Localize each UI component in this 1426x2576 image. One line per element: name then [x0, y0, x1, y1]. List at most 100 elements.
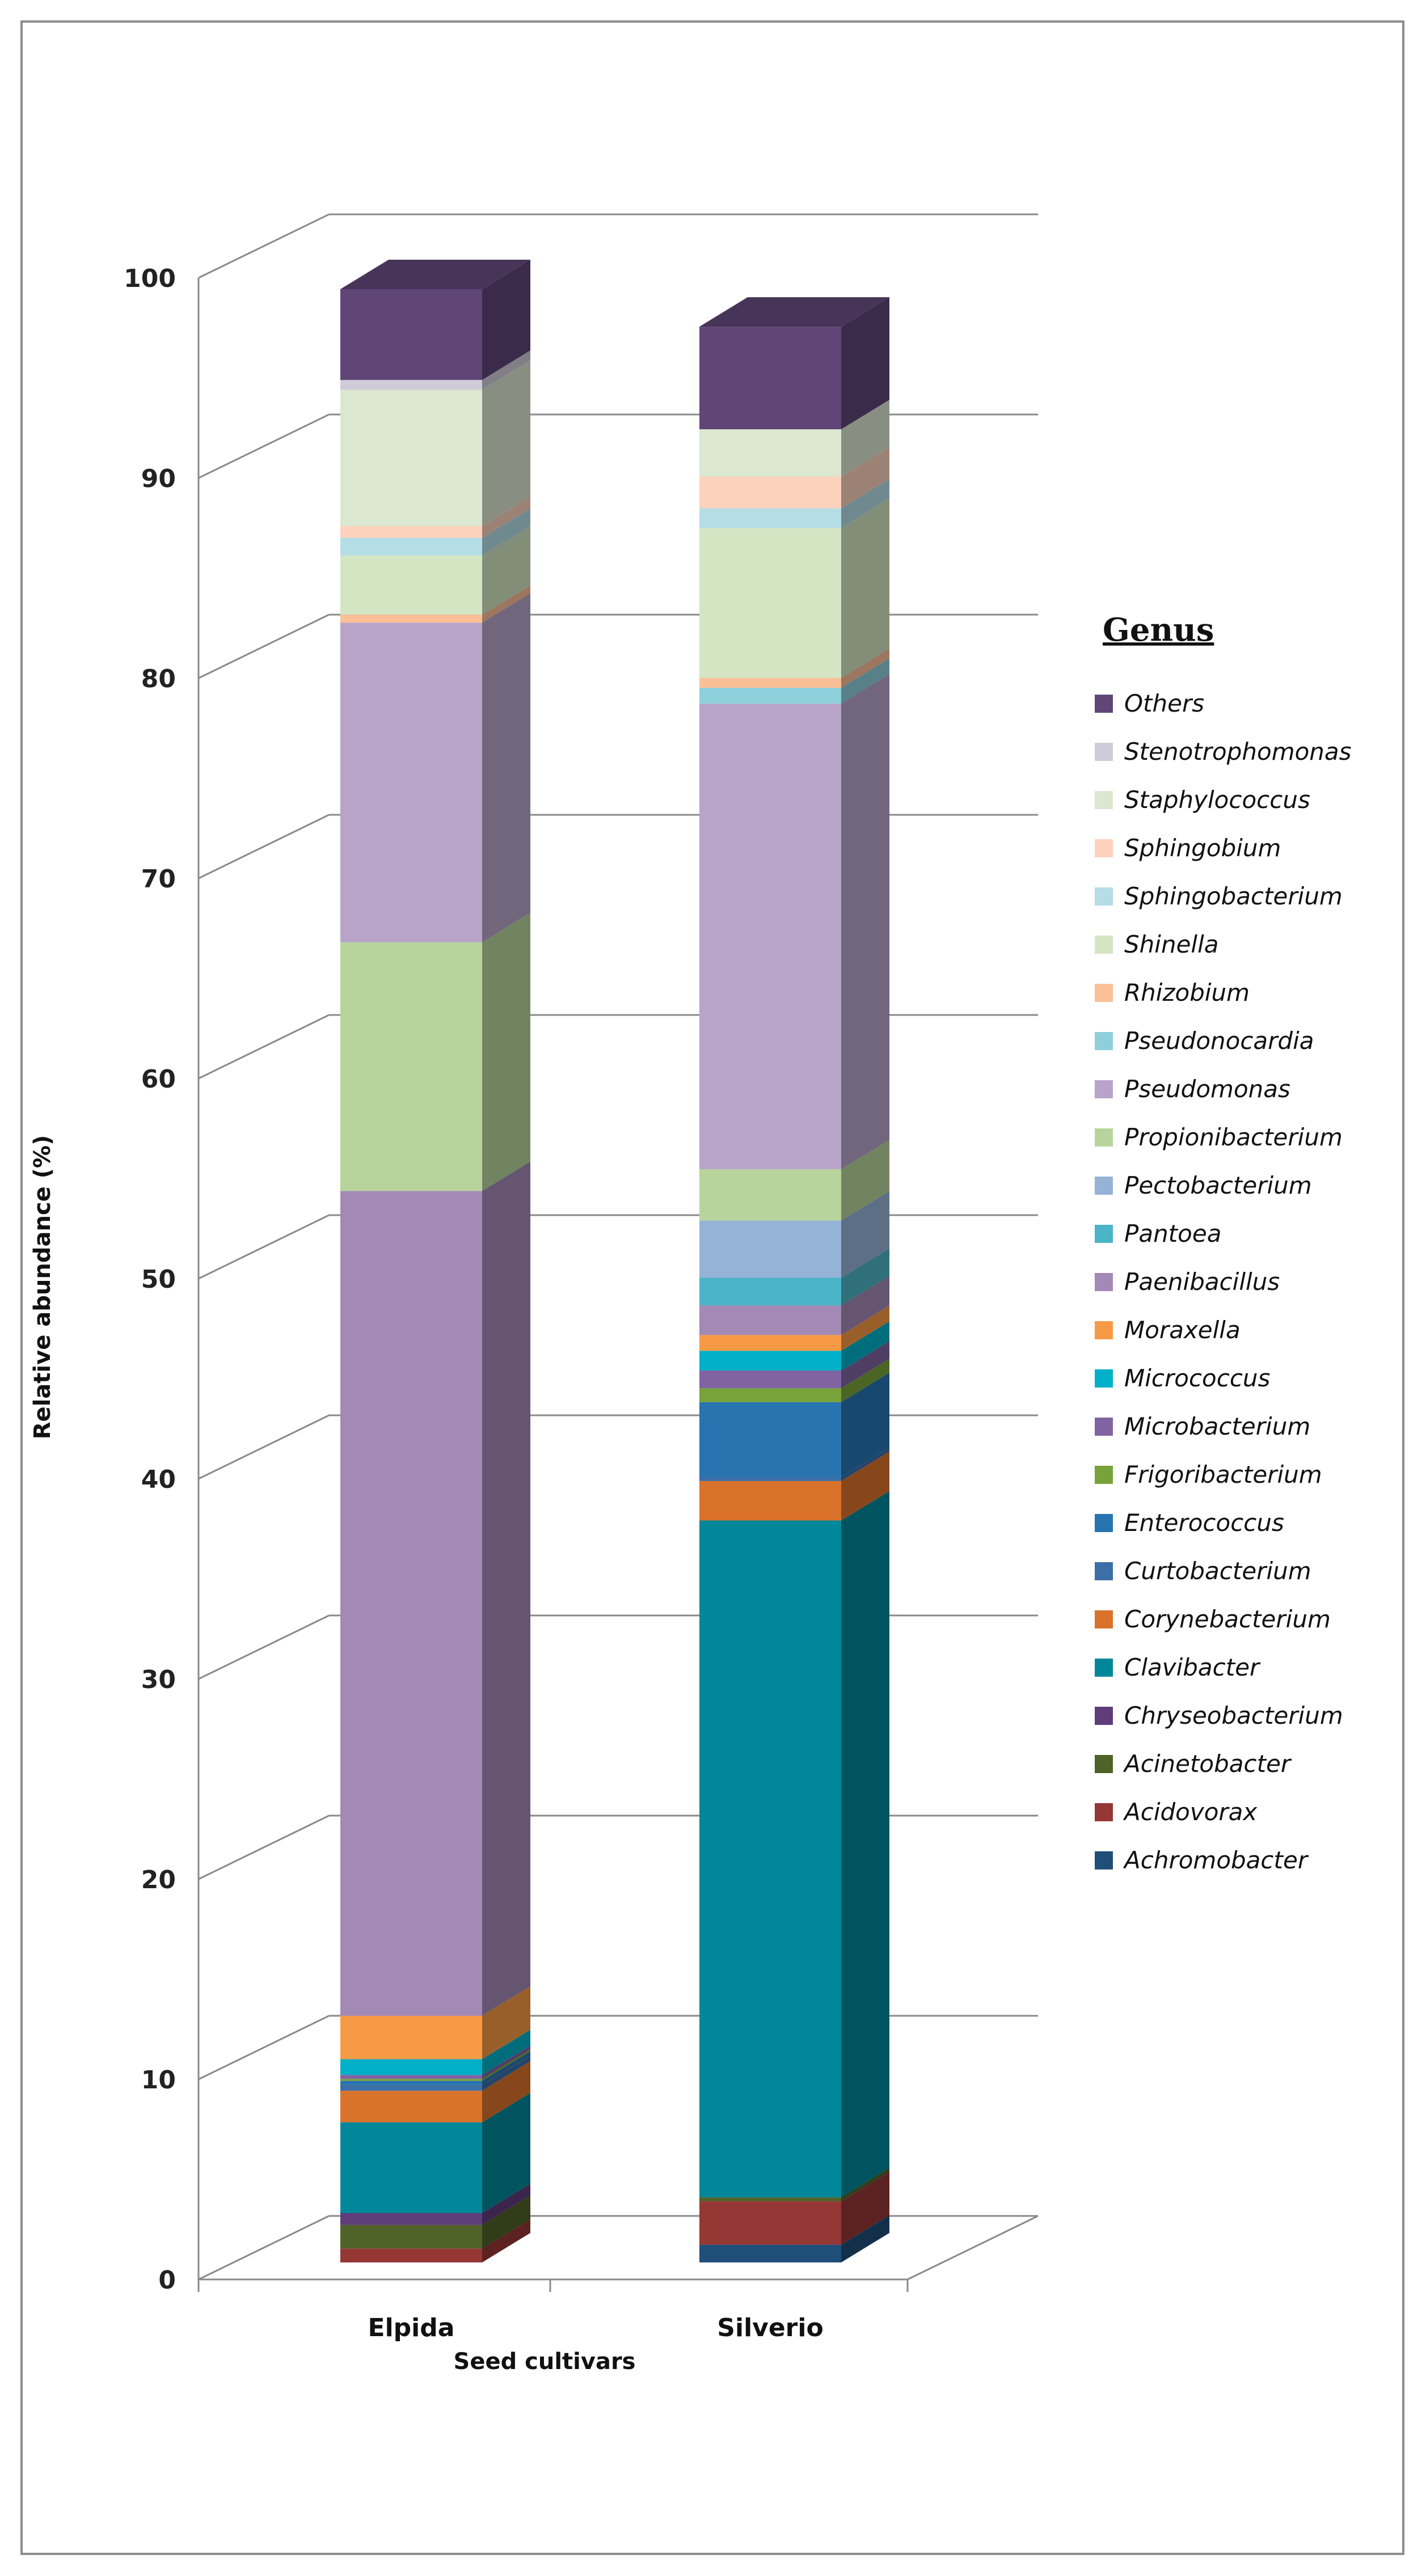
bar-side-clavibacter-silverio	[841, 1491, 889, 2198]
bar-side-clavibacter-elpida	[482, 2092, 530, 2213]
legend-swatch-enterococcus	[1095, 1514, 1113, 1532]
legend-label-shinella: Shinella	[1124, 930, 1218, 958]
legend-label-clavibacter: Clavibacter	[1124, 1653, 1261, 1681]
bar-side-enterococcus-elpida	[482, 2051, 530, 2085]
x-axis-title: Seed cultivars	[454, 2349, 636, 2375]
legend-swatch-microbacterium	[1095, 1418, 1113, 1436]
bar-side-paenibacillus-elpida	[482, 1161, 530, 2016]
bar-clavibacter-silverio	[699, 1520, 841, 2198]
x-tick-label-silverio: Silverio	[717, 2313, 823, 2342]
bar-propionibacterium-silverio	[699, 1169, 841, 1221]
legend-label-paenibacillus: Paenibacillus	[1124, 1268, 1280, 1296]
bar-side-propionibacterium-silverio	[841, 1140, 889, 1221]
bar-paenibacillus-elpida	[340, 1191, 482, 2016]
bar-side-staphylococcus-elpida	[482, 360, 530, 526]
bar-side-achromobacter-silverio	[841, 2215, 889, 2262]
y-tick-label: 70	[141, 865, 176, 894]
bar-side-pantoea-silverio	[841, 1248, 889, 1306]
bar-staphylococcus-elpida	[340, 390, 482, 526]
legend-label-achromobacter: Achromobacter	[1123, 1846, 1309, 1874]
bar-acidovorax-elpida	[340, 2248, 482, 2262]
bar-side-staphylococcus-silverio	[841, 400, 889, 477]
bar-side-micrococcus-elpida	[482, 2029, 530, 2075]
bar-side-shinella-silverio	[841, 498, 889, 678]
legend-swatch-curtobacterium	[1095, 1562, 1113, 1580]
bar-side-chryseobacterium-elpida	[482, 2184, 530, 2225]
bar-paenibacillus-silverio	[699, 1305, 841, 1335]
bar-curtobacterium-elpida	[340, 2084, 482, 2091]
bar-micrococcus-elpida	[340, 2059, 482, 2075]
legend-swatch-pseudomonas	[1095, 1080, 1113, 1098]
legend-swatch-staphylococcus	[1095, 791, 1113, 809]
legend-swatch-paenibacillus	[1095, 1273, 1113, 1291]
bar-sphingobacterium-elpida	[340, 538, 482, 556]
legend-swatch-shinella	[1095, 936, 1113, 954]
gridline-10	[198, 2015, 330, 2080]
bar-side-paenibacillus-silverio	[841, 1276, 889, 1335]
legend-swatch-pseudonocardia	[1095, 1032, 1113, 1050]
bar-shinella-elpida	[340, 555, 482, 615]
bar-side-others-silverio	[841, 297, 889, 430]
legend-swatch-micrococcus	[1095, 1369, 1113, 1388]
bar-acinetobacter-silverio	[699, 2197, 841, 2202]
bar-shinella-silverio	[699, 528, 841, 678]
bar-moraxella-elpida	[340, 2016, 482, 2059]
legend-label-sphingobacterium: Sphingobacterium	[1124, 882, 1343, 910]
legend-label-propionibacterium: Propionibacterium	[1124, 1123, 1343, 1151]
bar-side-microbacterium-silverio	[841, 1341, 889, 1389]
bar-side-rhizobium-silverio	[841, 648, 889, 688]
y-tick-label: 60	[141, 1065, 176, 1094]
gridline-70	[198, 814, 330, 879]
bar-frigoribacterium-elpida	[340, 2079, 482, 2081]
legend-label-pseudomonas: Pseudomonas	[1124, 1075, 1290, 1103]
bar-enterococcus-silverio	[699, 1402, 841, 1477]
legend-label-frigoribacterium: Frigoribacterium	[1124, 1461, 1322, 1488]
bar-enterococcus-elpida	[340, 2080, 482, 2085]
gridline-40	[198, 1414, 330, 1480]
gridline-100	[198, 213, 330, 279]
bar-stenotrophomonas-elpida	[340, 380, 482, 390]
bars	[340, 260, 889, 2262]
gridline-90	[198, 413, 330, 479]
y-tick-label: 50	[141, 1265, 176, 1294]
bar-side-frigoribacterium-silverio	[841, 1359, 889, 1402]
legend-swatch-rhizobium	[1095, 984, 1113, 1002]
bar-side-pseudonocardia-silverio	[841, 658, 889, 704]
bar-sphingobium-silverio	[699, 476, 841, 509]
y-tick-label: 0	[158, 2266, 176, 2295]
axis-labels: Relative abundance (%) Seed cultivars 0 1…	[29, 264, 824, 2375]
legend-label-sphingobium: Sphingobium	[1124, 834, 1281, 862]
gridline-30	[198, 1614, 330, 1680]
legend-swatch-pantoea	[1095, 1225, 1113, 1243]
bar-clavibacter-elpida	[340, 2122, 482, 2213]
bar-top-elpida	[340, 260, 530, 289]
bar-corynebacterium-silverio	[699, 1481, 841, 1521]
y-tick-label: 30	[141, 1665, 176, 1694]
bar-side-pectobacterium-silverio	[841, 1191, 889, 1278]
legend-label-pantoea: Pantoea	[1124, 1220, 1221, 1247]
bar-side-sphingobacterium-silverio	[841, 479, 889, 528]
bar-side-acidovorax-elpida	[482, 2219, 530, 2262]
bar-side-acinetobacter-silverio	[841, 2168, 889, 2202]
bar-propionibacterium-elpida	[340, 942, 482, 1191]
bar-chryseobacterium-elpida	[340, 2213, 482, 2225]
legend-label-rhizobium: Rhizobium	[1124, 979, 1250, 1006]
gridline-20	[198, 1814, 330, 1880]
gridline-0	[198, 2215, 330, 2281]
bar-microbacterium-silverio	[699, 1371, 841, 1389]
bar-side-pseudomonas-elpida	[482, 593, 530, 942]
y-axis-title: Relative abundance (%)	[29, 1135, 56, 1440]
bar-frigoribacterium-silverio	[699, 1388, 841, 1402]
y-tick-label: 100	[124, 264, 176, 293]
bar-side-enterococcus-silverio	[841, 1372, 889, 1477]
bar-side-propionibacterium-elpida	[482, 912, 530, 1191]
legend-swatch-clavibacter	[1095, 1659, 1113, 1677]
bar-others-elpida	[340, 289, 482, 380]
legend: Genus Others Stenotrophomonas Staphylococc…	[1095, 611, 1352, 1874]
y-tick-label: 90	[141, 464, 176, 493]
bar-others-silverio	[699, 327, 841, 430]
bar-side-pseudomonas-silverio	[841, 674, 889, 1170]
bar-side-corynebacterium-elpida	[482, 2061, 530, 2122]
legend-swatch-sphingobacterium	[1095, 887, 1113, 906]
legend-swatch-frigoribacterium	[1095, 1466, 1113, 1484]
